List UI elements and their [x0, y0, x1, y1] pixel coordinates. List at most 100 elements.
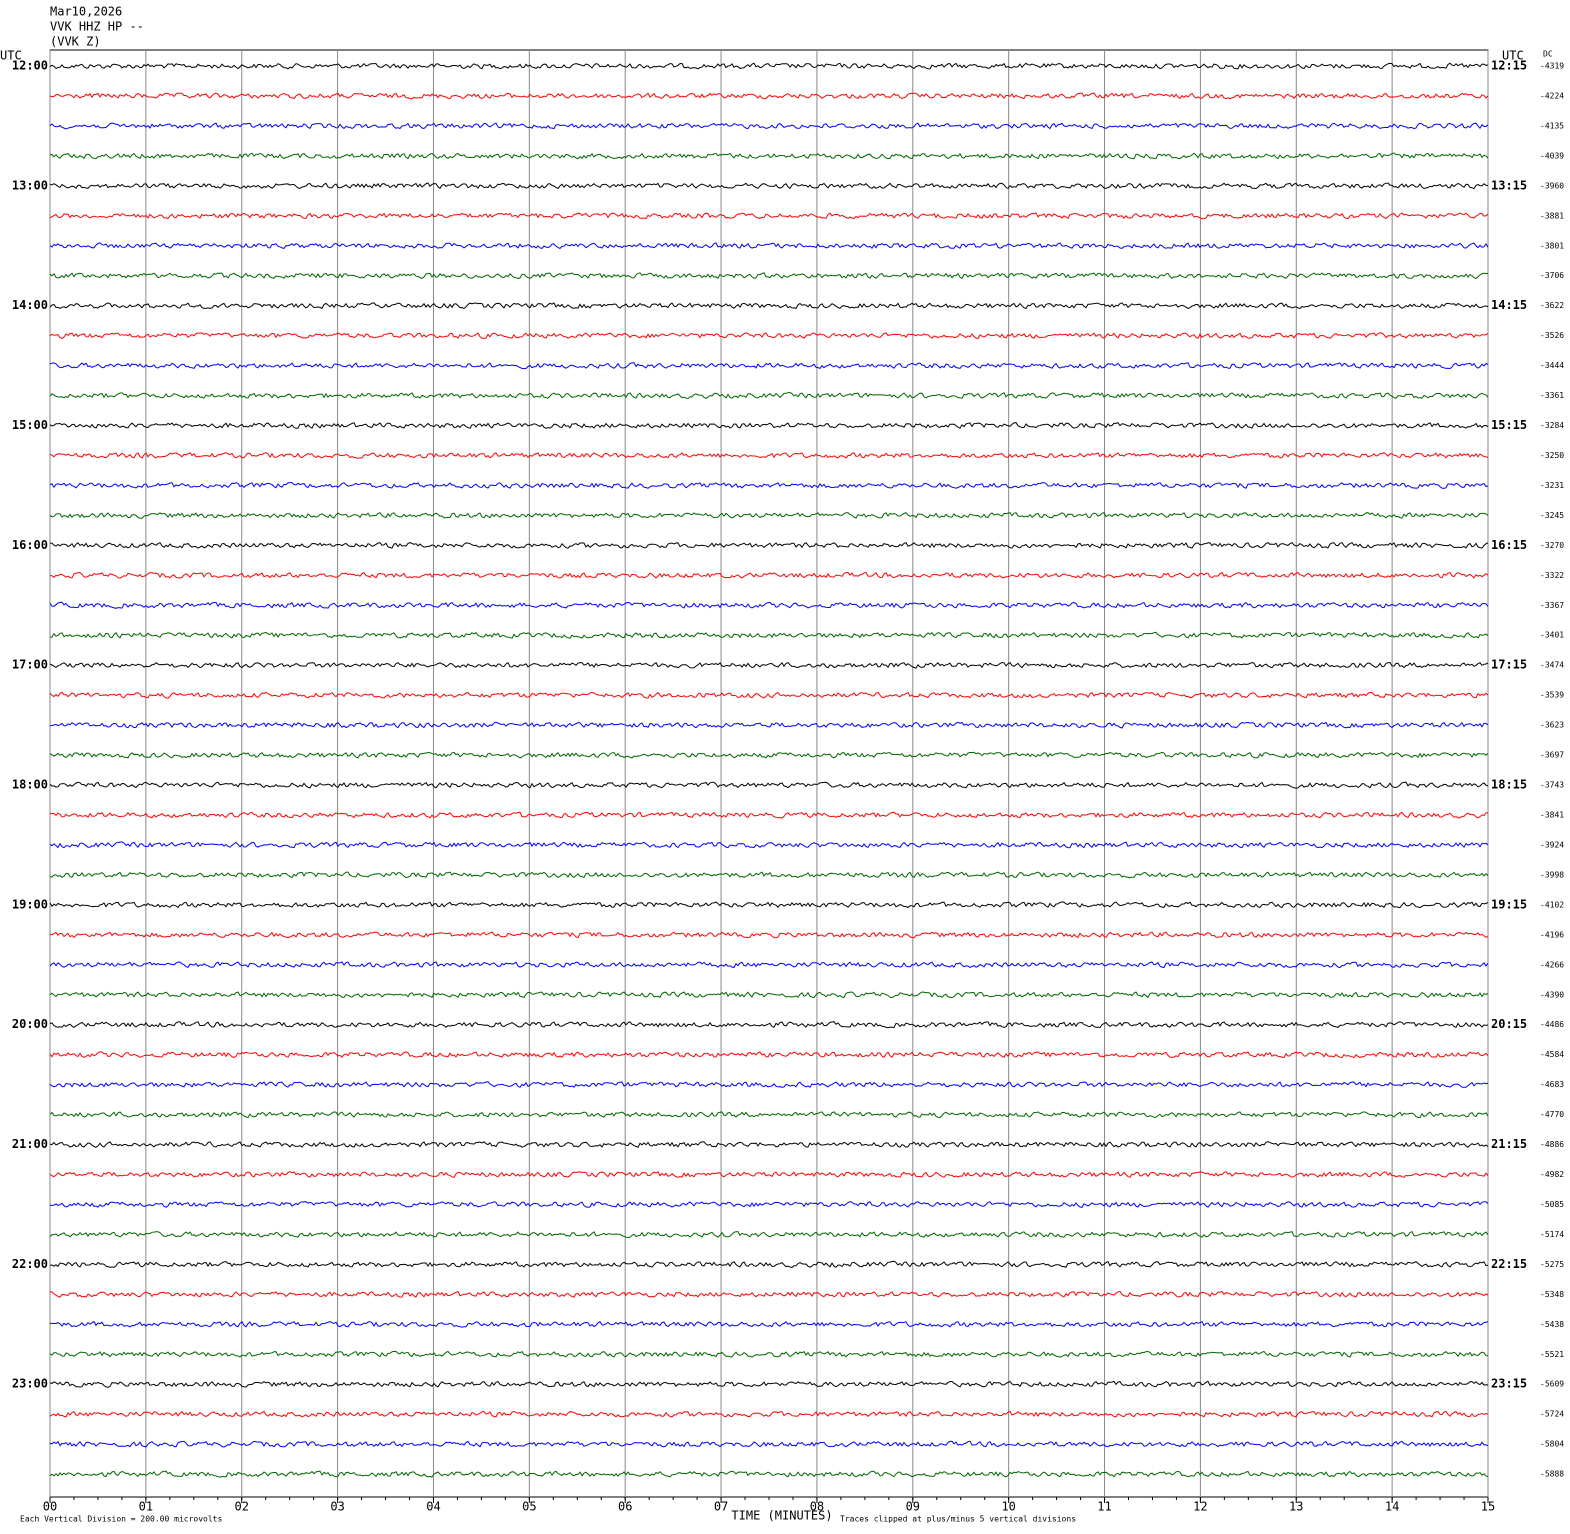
- trace: [49, 362, 1489, 370]
- trace: [49, 511, 1489, 519]
- trace: [49, 1260, 1489, 1268]
- right-utc: UTC: [1502, 49, 1524, 63]
- trace: [49, 991, 1489, 999]
- trace: [49, 691, 1489, 699]
- trace: [49, 1470, 1489, 1478]
- dc-value: -5275: [1540, 1260, 1564, 1269]
- dc-value: -4770: [1540, 1110, 1564, 1119]
- dc-value: -5724: [1540, 1410, 1564, 1419]
- dc-value: -3444: [1540, 361, 1564, 370]
- trace: [49, 661, 1489, 669]
- x-tick-label: 03: [330, 1500, 344, 1514]
- dc-value: -4683: [1540, 1080, 1564, 1089]
- dc-value: -5804: [1540, 1440, 1564, 1449]
- trace: [49, 931, 1489, 939]
- trace: [49, 571, 1489, 579]
- left-utc: UTC: [0, 49, 22, 63]
- trace: [49, 1440, 1489, 1448]
- footer-clip: Traces clipped at plus/minus 5 vertical …: [840, 1515, 1076, 1524]
- dc-value: -4135: [1540, 121, 1564, 130]
- trace: [49, 631, 1489, 639]
- trace: [49, 841, 1489, 849]
- trace: [49, 541, 1489, 549]
- trace: [49, 811, 1489, 819]
- dc-value: -3801: [1540, 241, 1564, 250]
- right-time-label: 13:15: [1491, 178, 1527, 192]
- plot-frame: [49, 49, 1489, 1498]
- trace: [49, 272, 1489, 280]
- dc-value: -3526: [1540, 331, 1564, 340]
- dc-value: -3841: [1540, 811, 1564, 820]
- header-channel: (VVK Z): [50, 35, 101, 49]
- trace: [49, 122, 1489, 130]
- left-time-label: 19:00: [12, 897, 48, 911]
- trace: [49, 212, 1489, 220]
- trace: [49, 1380, 1489, 1388]
- x-tick-label: 08: [810, 1500, 824, 1514]
- x-tick-label: 15: [1481, 1500, 1495, 1514]
- left-time-label: 18:00: [12, 778, 48, 792]
- dc-value: -4319: [1540, 62, 1564, 71]
- dc-label: DC: [1543, 50, 1553, 59]
- trace: [49, 871, 1489, 879]
- trace: [49, 92, 1489, 100]
- left-time-label: 15:00: [12, 418, 48, 432]
- dc-value: -4224: [1540, 91, 1564, 100]
- dc-value: -5348: [1540, 1290, 1564, 1299]
- trace: [49, 1350, 1489, 1358]
- trace: [49, 482, 1489, 489]
- dc-value: -3270: [1540, 541, 1564, 550]
- dc-value: -3367: [1540, 601, 1564, 610]
- dc-value: -4886: [1540, 1140, 1564, 1149]
- header-station: VVK HHZ HP --: [50, 20, 144, 34]
- footer-scale: Each Vertical Division = 200.00 microvol…: [20, 1515, 222, 1524]
- trace: [49, 422, 1489, 429]
- dc-value: -3743: [1540, 781, 1564, 790]
- x-tick-label: 00: [43, 1500, 57, 1514]
- dc-value: -3881: [1540, 211, 1564, 220]
- trace: [49, 751, 1489, 759]
- dc-value: -3231: [1540, 481, 1564, 490]
- dc-value: -3924: [1540, 840, 1564, 849]
- trace: [49, 332, 1489, 340]
- dc-value: -3623: [1540, 721, 1564, 730]
- trace: [49, 302, 1489, 310]
- trace: [49, 242, 1489, 250]
- x-tick-label: 02: [235, 1500, 249, 1514]
- x-tick-label: 09: [906, 1500, 920, 1514]
- dc-value: -3245: [1540, 511, 1564, 520]
- right-time-label: 22:15: [1491, 1257, 1527, 1271]
- right-time-label: 14:15: [1491, 298, 1527, 312]
- trace: [49, 1021, 1489, 1029]
- dc-value: -3697: [1540, 751, 1564, 760]
- left-time-label: 13:00: [12, 178, 48, 192]
- right-time-label: 21:15: [1491, 1137, 1527, 1151]
- dc-value: -3401: [1540, 631, 1564, 640]
- dc-value: -4486: [1540, 1020, 1564, 1029]
- x-tick-label: 11: [1097, 1500, 1111, 1514]
- trace: [49, 1231, 1489, 1239]
- dc-value: -3474: [1540, 661, 1564, 670]
- left-time-label: 17:00: [12, 658, 48, 672]
- header-date: Mar10,2026: [50, 5, 122, 19]
- dc-value: -4196: [1540, 930, 1564, 939]
- trace: [49, 601, 1489, 609]
- x-tick-label: 13: [1289, 1500, 1303, 1514]
- left-time-label: 23:00: [12, 1377, 48, 1391]
- left-time-label: 16:00: [12, 538, 48, 552]
- dc-value: -5438: [1540, 1320, 1564, 1329]
- dc-value: -4102: [1540, 900, 1564, 909]
- right-time-label: 23:15: [1491, 1377, 1527, 1391]
- dc-value: -5609: [1540, 1380, 1564, 1389]
- right-time-label: 19:15: [1491, 897, 1527, 911]
- trace: [49, 1320, 1489, 1328]
- trace: [49, 1410, 1489, 1418]
- left-time-label: 21:00: [12, 1137, 48, 1151]
- trace: [49, 721, 1489, 729]
- x-tick-label: 10: [1001, 1500, 1015, 1514]
- dc-value: -3998: [1540, 870, 1564, 879]
- left-time-label: 22:00: [12, 1257, 48, 1271]
- trace: [49, 1290, 1489, 1298]
- trace: [49, 452, 1489, 459]
